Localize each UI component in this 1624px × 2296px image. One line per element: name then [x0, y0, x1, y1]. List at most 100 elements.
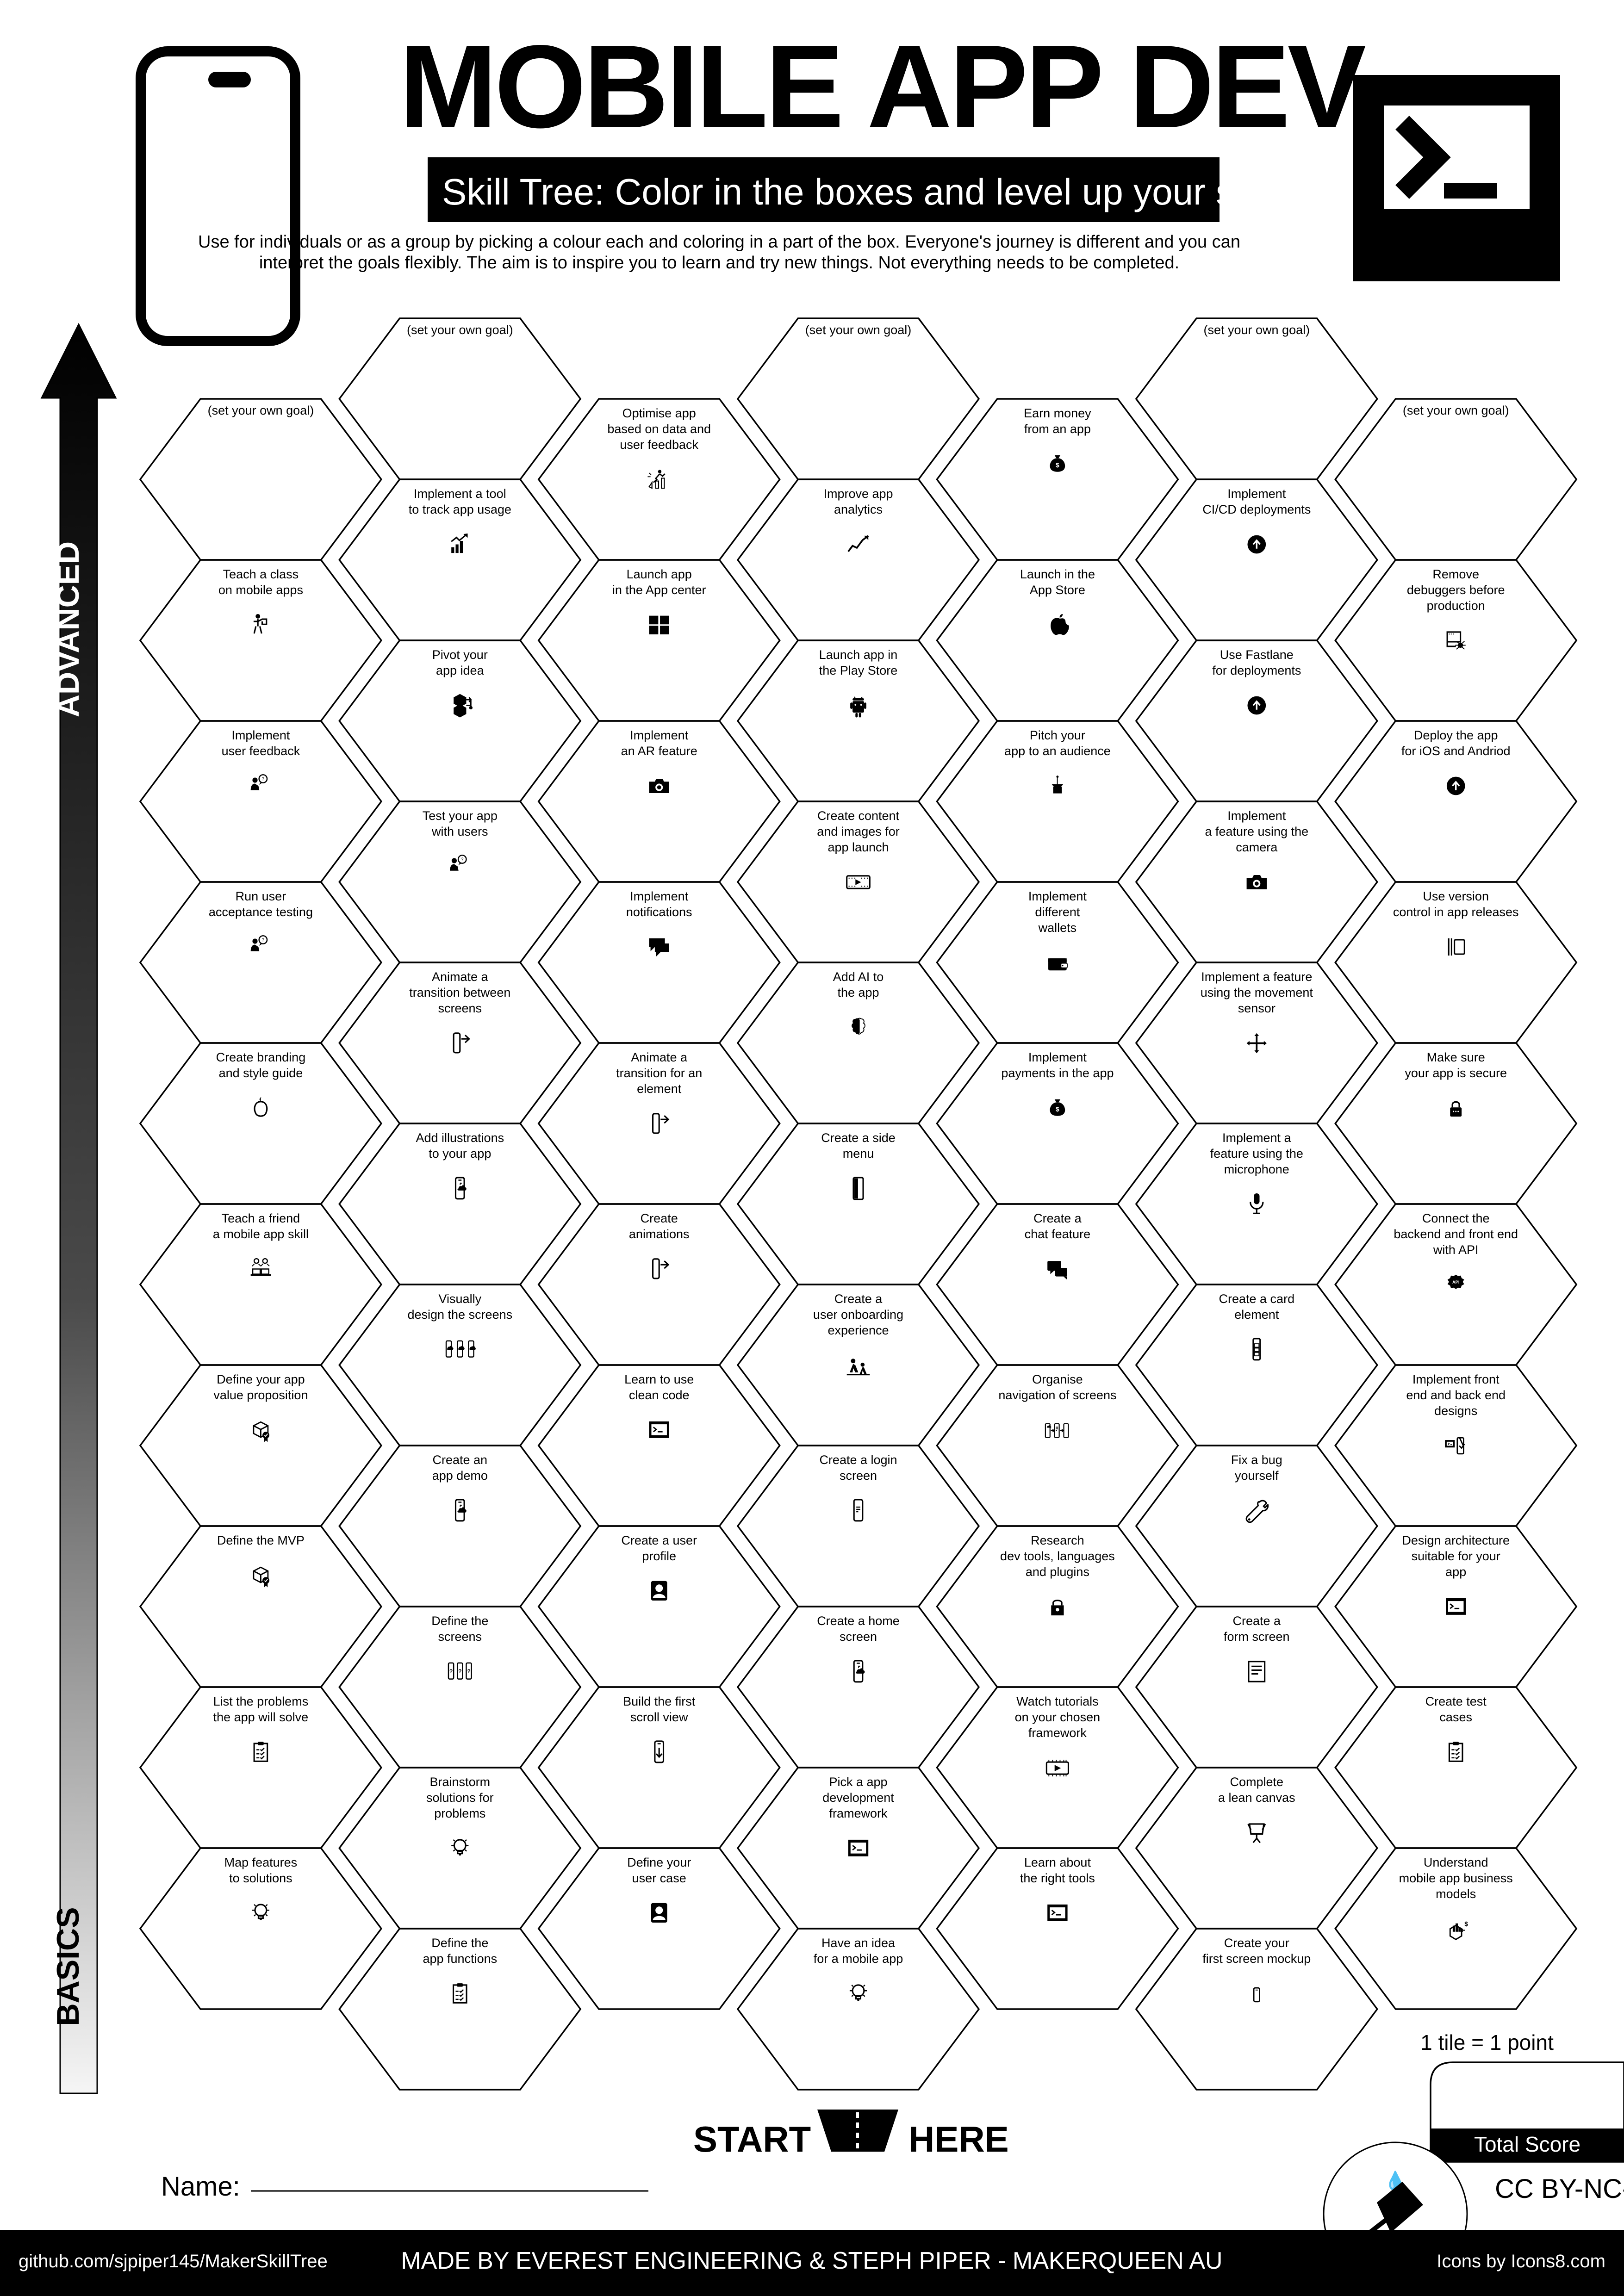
svg-text:Launch in the: Launch in the — [1020, 567, 1095, 581]
svg-text:Create a login: Create a login — [819, 1453, 897, 1467]
svg-text:Launch app in: Launch app in — [819, 648, 898, 662]
svg-text:the app will solve: the app will solve — [213, 1710, 309, 1724]
svg-text:the app: the app — [837, 986, 879, 999]
svg-text:Improve app: Improve app — [823, 487, 893, 501]
svg-text:Deploy the app: Deploy the app — [1414, 728, 1498, 742]
svg-text:Learn to use: Learn to use — [624, 1372, 694, 1386]
svg-text:app: app — [1445, 1565, 1466, 1579]
svg-text:app launch: app launch — [828, 840, 889, 854]
svg-text:HERE: HERE — [908, 2119, 1009, 2159]
svg-text:framework: framework — [829, 1806, 888, 1820]
svg-text:Pivot your: Pivot your — [432, 648, 488, 662]
svg-text:Watch tutorials: Watch tutorials — [1016, 1694, 1099, 1708]
svg-text:Complete: Complete — [1230, 1775, 1284, 1789]
svg-text:screens: screens — [438, 1001, 482, 1015]
svg-text:Add AI to: Add AI to — [833, 970, 884, 984]
svg-text:(set your own goal): (set your own goal) — [805, 323, 912, 337]
svg-text:(set your own goal): (set your own goal) — [1403, 403, 1509, 417]
svg-text:with API: with API — [1433, 1243, 1479, 1257]
svg-text:Create branding: Create branding — [216, 1050, 306, 1064]
svg-text:Launch app: Launch app — [627, 567, 692, 581]
svg-text:Implement: Implement — [1028, 889, 1087, 903]
svg-text:screens: screens — [438, 1630, 482, 1644]
svg-text:Name:: Name: — [161, 2172, 240, 2202]
svg-text:List the problems: List the problems — [213, 1694, 309, 1708]
svg-text:Organise: Organise — [1032, 1372, 1083, 1386]
svg-text:wallets: wallets — [1038, 921, 1077, 935]
svg-text:on your chosen: on your chosen — [1015, 1710, 1101, 1724]
svg-text:(set your own goal): (set your own goal) — [1203, 323, 1310, 337]
svg-text:Implement: Implement — [1028, 1050, 1087, 1064]
svg-text:mobile app business: mobile app business — [1399, 1871, 1513, 1885]
svg-text:Implement: Implement — [630, 728, 689, 742]
svg-text:github.com/sjpiper145/MakerSki: github.com/sjpiper145/MakerSkillTree — [19, 2251, 328, 2271]
svg-text:the Play Store: the Play Store — [819, 664, 898, 677]
svg-text:?: ? — [262, 938, 265, 943]
svg-text:Create a: Create a — [1033, 1211, 1082, 1225]
svg-text:in the App center: in the App center — [612, 583, 706, 597]
svg-text:an AR feature: an AR feature — [621, 744, 697, 758]
svg-text:user feedback: user feedback — [222, 744, 300, 758]
svg-text:and plugins: and plugins — [1026, 1565, 1089, 1579]
svg-text:framework: framework — [1028, 1726, 1087, 1740]
svg-text:MADE BY EVEREST ENGINEERING &: MADE BY EVEREST ENGINEERING & STEPH PIPE… — [401, 2247, 1222, 2274]
svg-text:dev tools, languages: dev tools, languages — [1000, 1549, 1115, 1563]
svg-text:Pick a app: Pick a app — [829, 1775, 887, 1789]
svg-text:end and back end: end and back end — [1406, 1388, 1506, 1402]
svg-text:Implement: Implement — [1227, 487, 1286, 501]
svg-text:Research: Research — [1031, 1533, 1084, 1547]
svg-text:solutions for: solutions for — [426, 1791, 494, 1805]
svg-text:$: $ — [1464, 1920, 1468, 1927]
svg-text:cases: cases — [1439, 1710, 1472, 1724]
svg-text:Implement: Implement — [1227, 809, 1286, 823]
svg-text:Remove: Remove — [1432, 567, 1479, 581]
svg-text:chat feature: chat feature — [1025, 1227, 1091, 1241]
svg-text:the right tools: the right tools — [1020, 1871, 1095, 1885]
svg-text:CC BY-NC-SA 4.0: CC BY-NC-SA 4.0 — [1495, 2174, 1624, 2204]
svg-text:Earn money: Earn money — [1024, 406, 1091, 420]
svg-text:with users: with users — [431, 825, 488, 838]
svg-text:Create test: Create test — [1425, 1694, 1487, 1708]
svg-text:element: element — [637, 1082, 682, 1096]
svg-text:Pitch your: Pitch your — [1030, 728, 1085, 742]
svg-text:Implement: Implement — [630, 889, 689, 903]
svg-text:clean code: clean code — [629, 1388, 690, 1402]
svg-text:Brainstorm: Brainstorm — [430, 1775, 491, 1789]
svg-text:payments in the app: payments in the app — [1001, 1066, 1114, 1080]
svg-text:MOBILE APP DEV: MOBILE APP DEV — [399, 21, 1366, 153]
svg-text:microphone: microphone — [1224, 1162, 1289, 1176]
svg-text:screen: screen — [840, 1469, 877, 1483]
svg-text:experience: experience — [828, 1323, 889, 1337]
svg-text:Define the MVP: Define the MVP — [217, 1533, 305, 1547]
svg-text:to your app: to your app — [429, 1147, 491, 1160]
svg-text:Skill Tree: Color in the boxe: Skill Tree: Color in the boxes and level… — [442, 171, 1296, 212]
svg-text:Build the first: Build the first — [623, 1694, 696, 1708]
svg-text:Define your: Define your — [627, 1855, 691, 1869]
svg-text:form screen: form screen — [1224, 1630, 1290, 1644]
svg-text:suitable for your: suitable for your — [1412, 1549, 1500, 1563]
svg-text:1 tile = 1 point: 1 tile = 1 point — [1420, 2030, 1554, 2054]
svg-text:user feedback: user feedback — [620, 438, 698, 452]
svg-text:analytics: analytics — [834, 503, 883, 516]
svg-text:API: API — [1452, 1280, 1460, 1285]
svg-text:app to an audience: app to an audience — [1004, 744, 1111, 758]
svg-text:Create an: Create an — [433, 1453, 488, 1467]
svg-text:on mobile apps: on mobile apps — [218, 583, 303, 597]
svg-text:CI/CD deployments: CI/CD deployments — [1202, 503, 1311, 516]
svg-text:navigation of screens: navigation of screens — [998, 1388, 1116, 1402]
svg-text:?: ? — [262, 777, 265, 782]
svg-text:Create: Create — [641, 1211, 678, 1225]
svg-text:Visually: Visually — [439, 1292, 482, 1306]
svg-text:feature using the: feature using the — [1210, 1147, 1303, 1160]
svg-text:$: $ — [1056, 462, 1059, 469]
svg-text:Implement: Implement — [231, 728, 290, 742]
svg-text:control in app releases: control in app releases — [1393, 905, 1519, 919]
svg-text:your app is secure: your app is secure — [1405, 1066, 1507, 1080]
svg-text:a feature using the: a feature using the — [1205, 825, 1308, 838]
svg-text:debuggers before: debuggers before — [1407, 583, 1505, 597]
svg-text:value proposition: value proposition — [213, 1388, 308, 1402]
svg-text:?: ? — [467, 1668, 471, 1675]
svg-text:problems: problems — [434, 1806, 485, 1820]
svg-text:transition for an: transition for an — [616, 1066, 702, 1080]
svg-text:?: ? — [449, 1668, 453, 1675]
